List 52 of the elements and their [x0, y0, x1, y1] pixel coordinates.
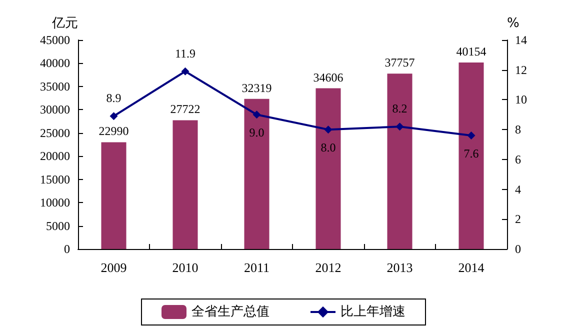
data-label: 34606: [313, 70, 344, 84]
x-tick-label: 2013: [386, 260, 413, 275]
y2-tick-label: 2: [515, 212, 521, 226]
y-axis-title: 亿元: [51, 16, 78, 31]
y-tick-label: 40000: [40, 56, 70, 70]
y2-tick-label: 12: [515, 62, 527, 77]
bar: [316, 88, 341, 249]
data-label: 8.9: [106, 91, 122, 106]
data-label: 32319: [242, 80, 272, 95]
bar: [244, 98, 270, 249]
legend-label: 比上年增速: [340, 304, 406, 320]
y2-tick-label: 8: [515, 122, 521, 137]
y-tick-label: 0: [64, 242, 70, 256]
y-tick-label: 15000: [40, 172, 70, 186]
data-label: 8.0: [320, 140, 336, 155]
y2-axis-title: %: [507, 16, 520, 31]
point: [396, 122, 404, 131]
bar: [458, 62, 484, 249]
y-tick-label: 20000: [40, 149, 70, 164]
y2-tick-label: 14: [515, 33, 527, 47]
point: [110, 112, 118, 120]
bar: [387, 74, 412, 249]
y-tick-label: 5000: [46, 218, 70, 233]
bar: [101, 142, 126, 249]
x-tick-label: 2014: [458, 260, 485, 275]
x-tick-label: 2012: [315, 260, 342, 275]
x-tick-label: 2009: [100, 260, 127, 275]
point: [324, 126, 332, 134]
point: [181, 67, 190, 76]
x-tick-label: 2011: [244, 260, 270, 275]
y2-tick-label: 4: [515, 182, 521, 196]
y-tick-label: 30000: [40, 102, 70, 117]
y-tick-label: 10000: [40, 196, 70, 210]
point: [467, 132, 476, 140]
legend-label: 全省生产总值: [192, 304, 270, 320]
y-tick-label: 45000: [40, 33, 70, 47]
point: [252, 110, 261, 119]
data-label: 11.9: [174, 46, 196, 60]
y2-tick-label: 6: [515, 152, 521, 166]
data-label: 27722: [170, 102, 200, 116]
y-tick-label: 35000: [40, 79, 70, 94]
data-label: 9.0: [249, 126, 264, 140]
y2-tick-label: 10: [515, 92, 527, 107]
data-label: 22990: [98, 124, 129, 138]
y2-tick-label: 0: [515, 242, 521, 256]
bar: [172, 120, 198, 249]
data-label: 40154: [456, 44, 486, 59]
y-tick-label: 25000: [40, 126, 70, 140]
data-label: 8.2: [392, 102, 408, 116]
data-label: 37757: [384, 56, 415, 70]
data-label: 7.6: [464, 146, 479, 161]
x-tick-label: 2010: [172, 260, 198, 275]
